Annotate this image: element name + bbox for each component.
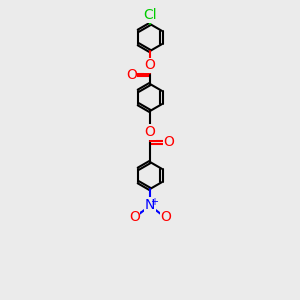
Text: Cl: Cl	[143, 8, 157, 22]
Text: -: -	[140, 206, 144, 216]
Text: O: O	[126, 68, 137, 82]
Text: +: +	[151, 197, 158, 207]
Text: O: O	[145, 58, 155, 72]
Text: O: O	[145, 125, 155, 139]
Text: N: N	[145, 198, 155, 212]
Text: O: O	[129, 210, 140, 224]
Text: O: O	[160, 210, 171, 224]
Text: O: O	[163, 136, 174, 149]
